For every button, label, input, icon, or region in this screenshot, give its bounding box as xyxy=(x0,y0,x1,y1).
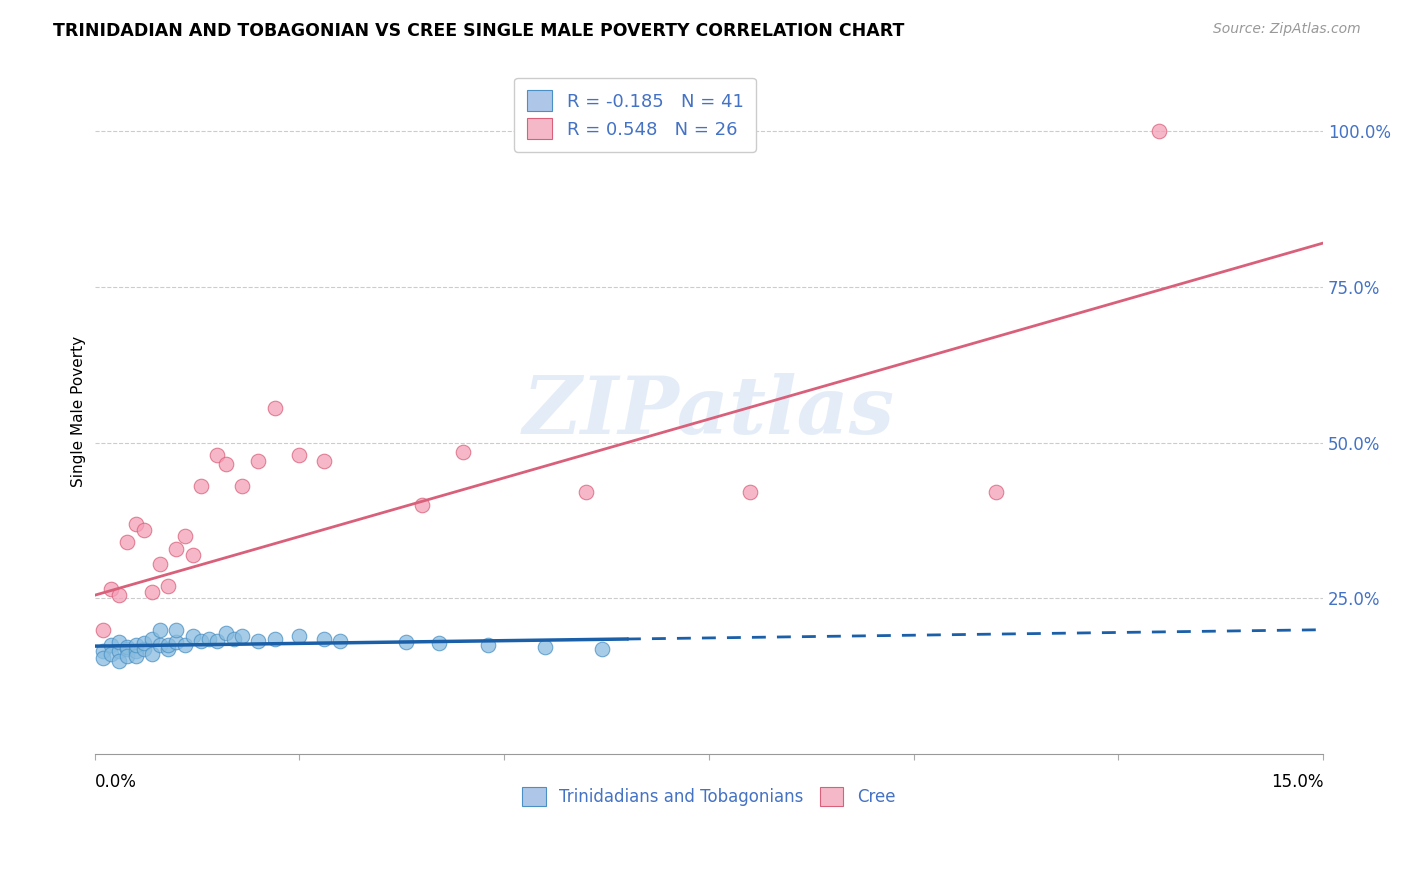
Point xyxy=(247,633,270,648)
Point xyxy=(477,638,499,652)
Point xyxy=(207,448,229,462)
Text: 15.0%: 15.0% xyxy=(1271,772,1323,791)
Point xyxy=(132,523,155,537)
Point xyxy=(534,640,557,654)
Point xyxy=(207,633,229,648)
Point xyxy=(247,454,270,468)
Point xyxy=(231,629,253,643)
Point xyxy=(591,642,613,657)
Point xyxy=(117,648,139,663)
Point xyxy=(312,632,335,646)
Point xyxy=(117,640,139,654)
Point xyxy=(231,479,253,493)
Point xyxy=(91,644,114,658)
Point xyxy=(166,623,188,637)
Point xyxy=(222,632,245,646)
Point xyxy=(124,516,146,531)
Point xyxy=(166,635,188,649)
Text: TRINIDADIAN AND TOBAGONIAN VS CREE SINGLE MALE POVERTY CORRELATION CHART: TRINIDADIAN AND TOBAGONIAN VS CREE SINGL… xyxy=(53,22,905,40)
Point xyxy=(117,535,139,549)
Point xyxy=(1149,124,1171,138)
Point xyxy=(190,633,212,648)
Point xyxy=(173,529,195,543)
Y-axis label: Single Male Poverty: Single Male Poverty xyxy=(72,335,86,487)
Point xyxy=(263,401,285,416)
Point xyxy=(141,585,163,599)
Point xyxy=(108,644,131,658)
Point xyxy=(149,557,172,571)
Point xyxy=(124,638,146,652)
Point xyxy=(288,629,311,643)
Point xyxy=(214,625,236,640)
Point xyxy=(100,582,122,596)
Point xyxy=(132,636,155,650)
Point xyxy=(141,632,163,646)
Text: 0.0%: 0.0% xyxy=(94,772,136,791)
Point xyxy=(312,454,335,468)
Point xyxy=(738,485,761,500)
Point xyxy=(198,632,221,646)
Point xyxy=(288,448,311,462)
Point xyxy=(91,650,114,665)
Point xyxy=(117,642,139,657)
Point xyxy=(91,623,114,637)
Point xyxy=(124,648,146,663)
Point xyxy=(108,635,131,649)
Point xyxy=(411,498,433,512)
Point xyxy=(451,445,474,459)
Text: ZIPatlas: ZIPatlas xyxy=(523,373,894,450)
Point xyxy=(395,635,418,649)
Point xyxy=(575,485,598,500)
Point xyxy=(263,632,285,646)
Point xyxy=(181,629,204,643)
Legend: Trinidadians and Tobagonians, Cree: Trinidadians and Tobagonians, Cree xyxy=(515,779,904,814)
Point xyxy=(190,479,212,493)
Point xyxy=(149,638,172,652)
Point xyxy=(100,638,122,652)
Point xyxy=(173,638,195,652)
Point xyxy=(157,642,180,657)
Point xyxy=(108,588,131,602)
Text: Source: ZipAtlas.com: Source: ZipAtlas.com xyxy=(1213,22,1361,37)
Point xyxy=(132,642,155,657)
Point xyxy=(984,485,1007,500)
Point xyxy=(100,648,122,662)
Point xyxy=(157,638,180,652)
Point xyxy=(427,636,450,650)
Point xyxy=(141,648,163,662)
Point xyxy=(124,644,146,658)
Point xyxy=(149,623,172,637)
Point xyxy=(329,633,352,648)
Point xyxy=(166,541,188,556)
Point xyxy=(181,548,204,562)
Point xyxy=(214,458,236,472)
Point xyxy=(108,654,131,668)
Point xyxy=(157,579,180,593)
